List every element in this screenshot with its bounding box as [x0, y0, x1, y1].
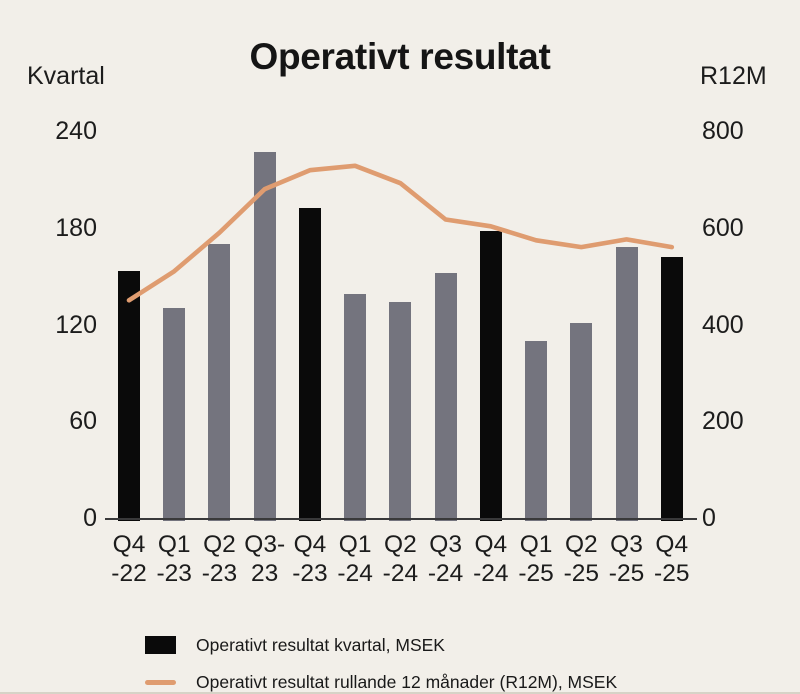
- legend-item-line: Operativt resultat rullande 12 månader (…: [145, 670, 617, 694]
- x-tick-label: Q4 -22: [111, 531, 147, 587]
- right-axis-unit-label: R12M: [700, 62, 767, 90]
- x-tick-label: Q4 -23: [292, 531, 328, 587]
- x-tick-label: Q4 -25: [654, 531, 690, 587]
- bar-Q4-23: [298, 208, 321, 521]
- bar-Q2-23: [208, 243, 231, 521]
- bar-Q1-25: [525, 340, 548, 521]
- chart-title: Operativt resultat: [249, 36, 551, 77]
- legend-label-bars: Operativt resultat kvartal, MSEK: [196, 634, 445, 655]
- left-y-tick-label: 180: [55, 213, 97, 242]
- x-axis-line: [105, 517, 697, 520]
- bottom-divider: [0, 692, 800, 694]
- bar-Q1-23: [163, 308, 186, 521]
- bar-Q3-25: [615, 247, 638, 521]
- right-y-tick-label: 400: [702, 310, 744, 339]
- bar-Q2-25: [570, 322, 593, 521]
- x-tick-label: Q2 -25: [563, 531, 599, 587]
- left-y-tick-label: 0: [83, 504, 97, 532]
- bar-Q4-22: [118, 271, 140, 521]
- x-tick-label: Q3 -24: [427, 531, 464, 587]
- left-axis-unit-label: Kvartal: [27, 62, 105, 90]
- x-tick-label: Q4 -24: [473, 531, 509, 587]
- bar-Q4-24: [479, 230, 502, 521]
- legend-label-line: Operativt resultat rullande 12 månader (…: [196, 671, 618, 692]
- legend: Operativt resultat kvartal, MSEK Operati…: [145, 633, 617, 694]
- legend-item-bars: Operativt resultat kvartal, MSEK: [145, 633, 617, 657]
- x-tick-label: Q1 -25: [518, 531, 554, 587]
- bar-Q2-24: [389, 301, 412, 521]
- x-tick-label: Q3 -25: [608, 531, 645, 587]
- x-tick-label: Q1 -23: [156, 531, 192, 587]
- left-y-tick-label: 60: [69, 407, 97, 436]
- left-y-tick-label: 240: [55, 117, 97, 145]
- right-y-tick-label: 800: [702, 117, 744, 145]
- bar-Q4-25: [660, 256, 683, 521]
- right-y-tick-label: 0: [702, 504, 716, 532]
- x-tick-label: Q1 -24: [337, 531, 373, 587]
- x-tick-label: Q2 -24: [382, 531, 419, 587]
- bar-Q1-24: [344, 293, 367, 521]
- right-y-tick-label: 600: [702, 213, 744, 242]
- bar-Q3-24: [434, 272, 457, 521]
- bar-swatch-icon: [145, 636, 176, 654]
- x-tick-label: Q2 -23: [201, 531, 238, 587]
- x-tick-label: Q3- 23: [244, 531, 286, 587]
- line-swatch-icon: [145, 679, 176, 685]
- left-y-tick-label: 120: [55, 310, 97, 339]
- right-y-tick-label: 200: [702, 407, 744, 436]
- bar-Q323: [253, 151, 276, 521]
